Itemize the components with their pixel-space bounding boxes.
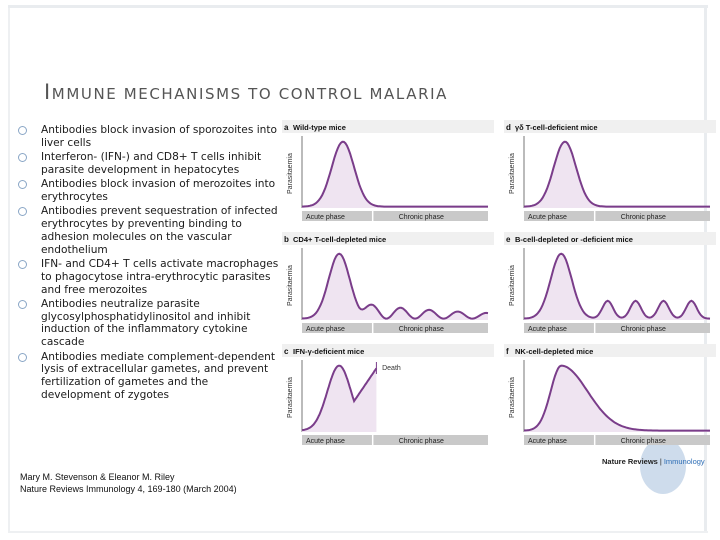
citation-journal: Nature Reviews Immunology 4, 169-180 (Ma… <box>20 484 237 494</box>
bullet-item: Interferon- (IFN-) and CD8+ T cells inhi… <box>18 151 280 177</box>
parasitaemia-curve <box>523 140 710 208</box>
title-initial: I <box>44 80 52 104</box>
parasitaemia-figure: a Wild-type mice Parasitaemia Acute phase Ch… <box>280 118 720 473</box>
bullet-circle-icon <box>18 126 27 135</box>
panel-title-bar <box>504 120 716 133</box>
citation: Mary M. Stevenson & Eleanor M. Riley Nat… <box>20 471 237 495</box>
panel-letter: d <box>506 123 511 132</box>
bullet-list: Antibodies block invasion of sporozoites… <box>18 124 280 403</box>
panel-letter: c <box>284 347 289 356</box>
bullet-text: Antibodies block invasion of sporozoites… <box>41 124 278 149</box>
decorative-circle <box>640 438 686 494</box>
phase-acute-label: Acute phase <box>306 326 345 333</box>
bullet-text: Antibodies block invasion of merozoites … <box>41 178 276 203</box>
curve-fill-area <box>524 253 710 320</box>
panel-title: NK-cell-depleted mice <box>515 347 593 356</box>
bullet-circle-icon <box>18 153 27 163</box>
bullet-item: Antibodies block invasion of sporozoites… <box>18 124 280 150</box>
panel-title: IFN-γ-deficient mice <box>293 347 364 356</box>
panel-title: CD4+ T-cell-depleted mice <box>293 235 386 244</box>
parasitaemia-curve <box>301 364 378 432</box>
curve-fill-area <box>524 141 710 208</box>
y-axis-label: Parasitaemia <box>509 377 516 418</box>
parasitaemia-panels-svg: a Wild-type mice Parasitaemia Acute phase Ch… <box>282 120 716 445</box>
y-axis-label: Parasitaemia <box>287 377 294 418</box>
panel-title: B-cell-depleted or -deficient mice <box>515 235 633 244</box>
phase-bar <box>302 211 488 221</box>
frame-bottom-line <box>8 531 708 533</box>
source-section: Immunology <box>663 457 705 466</box>
panel-letter: b <box>284 235 289 244</box>
frame-left-line <box>8 8 10 533</box>
phase-chronic-label: Chronic phase <box>621 214 666 221</box>
phase-bar <box>524 435 710 445</box>
phase-chronic-label: Chronic phase <box>399 438 444 445</box>
y-axis-label: Parasitaemia <box>287 265 294 306</box>
panel-title-bar <box>282 344 494 357</box>
phase-bar <box>302 435 488 445</box>
phase-chronic-label: Chronic phase <box>399 326 444 333</box>
y-axis-label: Parasitaemia <box>509 153 516 194</box>
curve-fill-area <box>302 365 377 432</box>
bullet-text: Antibodies neutralize parasite glycosylp… <box>41 297 251 349</box>
panel-title-bar <box>504 232 716 245</box>
phase-bar <box>302 323 488 333</box>
bullet-text: IFN- and CD4+ T cells activate macrophag… <box>41 257 279 296</box>
death-label: Death <box>382 365 401 372</box>
panel-letter: a <box>284 123 289 132</box>
panel-title-bar <box>282 120 494 133</box>
bullet-circle-icon <box>18 352 27 362</box>
phase-acute-label: Acute phase <box>306 438 345 445</box>
parasitaemia-curve <box>301 140 488 208</box>
phase-acute-label: Acute phase <box>306 214 345 221</box>
parasitaemia-curve <box>523 364 710 432</box>
phase-chronic-label: Chronic phase <box>399 214 444 221</box>
bullet-item: Antibodies neutralize parasite glycosylp… <box>18 298 280 349</box>
panel-title-bar <box>504 344 716 357</box>
bullet-text: Antibodies prevent sequestration of infe… <box>41 205 278 256</box>
panel-letter: e <box>506 235 511 244</box>
phase-bar <box>524 211 710 221</box>
y-axis-label: Parasitaemia <box>509 265 516 306</box>
phase-bar <box>524 323 710 333</box>
figure-source: Nature Reviews | Immunology <box>602 457 705 466</box>
bullet-item: Antibodies block invasion of merozoites … <box>18 178 280 204</box>
source-separator: | <box>659 457 662 466</box>
bullet-item: IFN- and CD4+ T cells activate macrophag… <box>18 258 280 296</box>
phase-acute-label: Acute phase <box>528 214 567 221</box>
bullet-circle-icon <box>18 259 27 269</box>
bullet-circle-icon <box>18 180 27 190</box>
phase-chronic-label: Chronic phase <box>621 438 666 445</box>
title-rest: mmune mechanisms to control malaria <box>51 85 448 103</box>
panel-title-bar <box>282 232 494 245</box>
slide-title: Immune mechanisms to control malaria <box>44 80 448 104</box>
phase-acute-label: Acute phase <box>528 326 567 333</box>
panel-letter: f <box>506 347 509 356</box>
parasitaemia-curve <box>301 252 489 320</box>
panel-title: γδ T-cell-deficient mice <box>515 123 598 132</box>
source-journal: Nature Reviews <box>602 457 658 466</box>
curve-fill-area <box>302 141 488 208</box>
parasitaemia-curve <box>523 252 711 320</box>
bullet-text: Interferon- (IFN-) and CD8+ T cells inhi… <box>41 151 262 176</box>
frame-right-line <box>704 8 707 533</box>
bullet-circle-icon <box>18 207 27 217</box>
phase-acute-label: Acute phase <box>528 438 567 445</box>
bullet-circle-icon <box>18 299 27 309</box>
panel-title: Wild-type mice <box>293 123 346 132</box>
phase-chronic-label: Chronic phase <box>621 326 666 333</box>
citation-authors: Mary M. Stevenson & Eleanor M. Riley <box>20 472 175 482</box>
bullet-item: Antibodies prevent sequestration of infe… <box>18 205 280 256</box>
curve-fill-area <box>524 365 710 432</box>
bullet-text: Antibodies mediate complement-dependent … <box>41 350 276 401</box>
bullet-item: Antibodies mediate complement-dependent … <box>18 351 280 402</box>
y-axis-label: Parasitaemia <box>287 153 294 194</box>
curve-fill-area <box>302 253 488 320</box>
frame-top-line <box>8 5 708 8</box>
